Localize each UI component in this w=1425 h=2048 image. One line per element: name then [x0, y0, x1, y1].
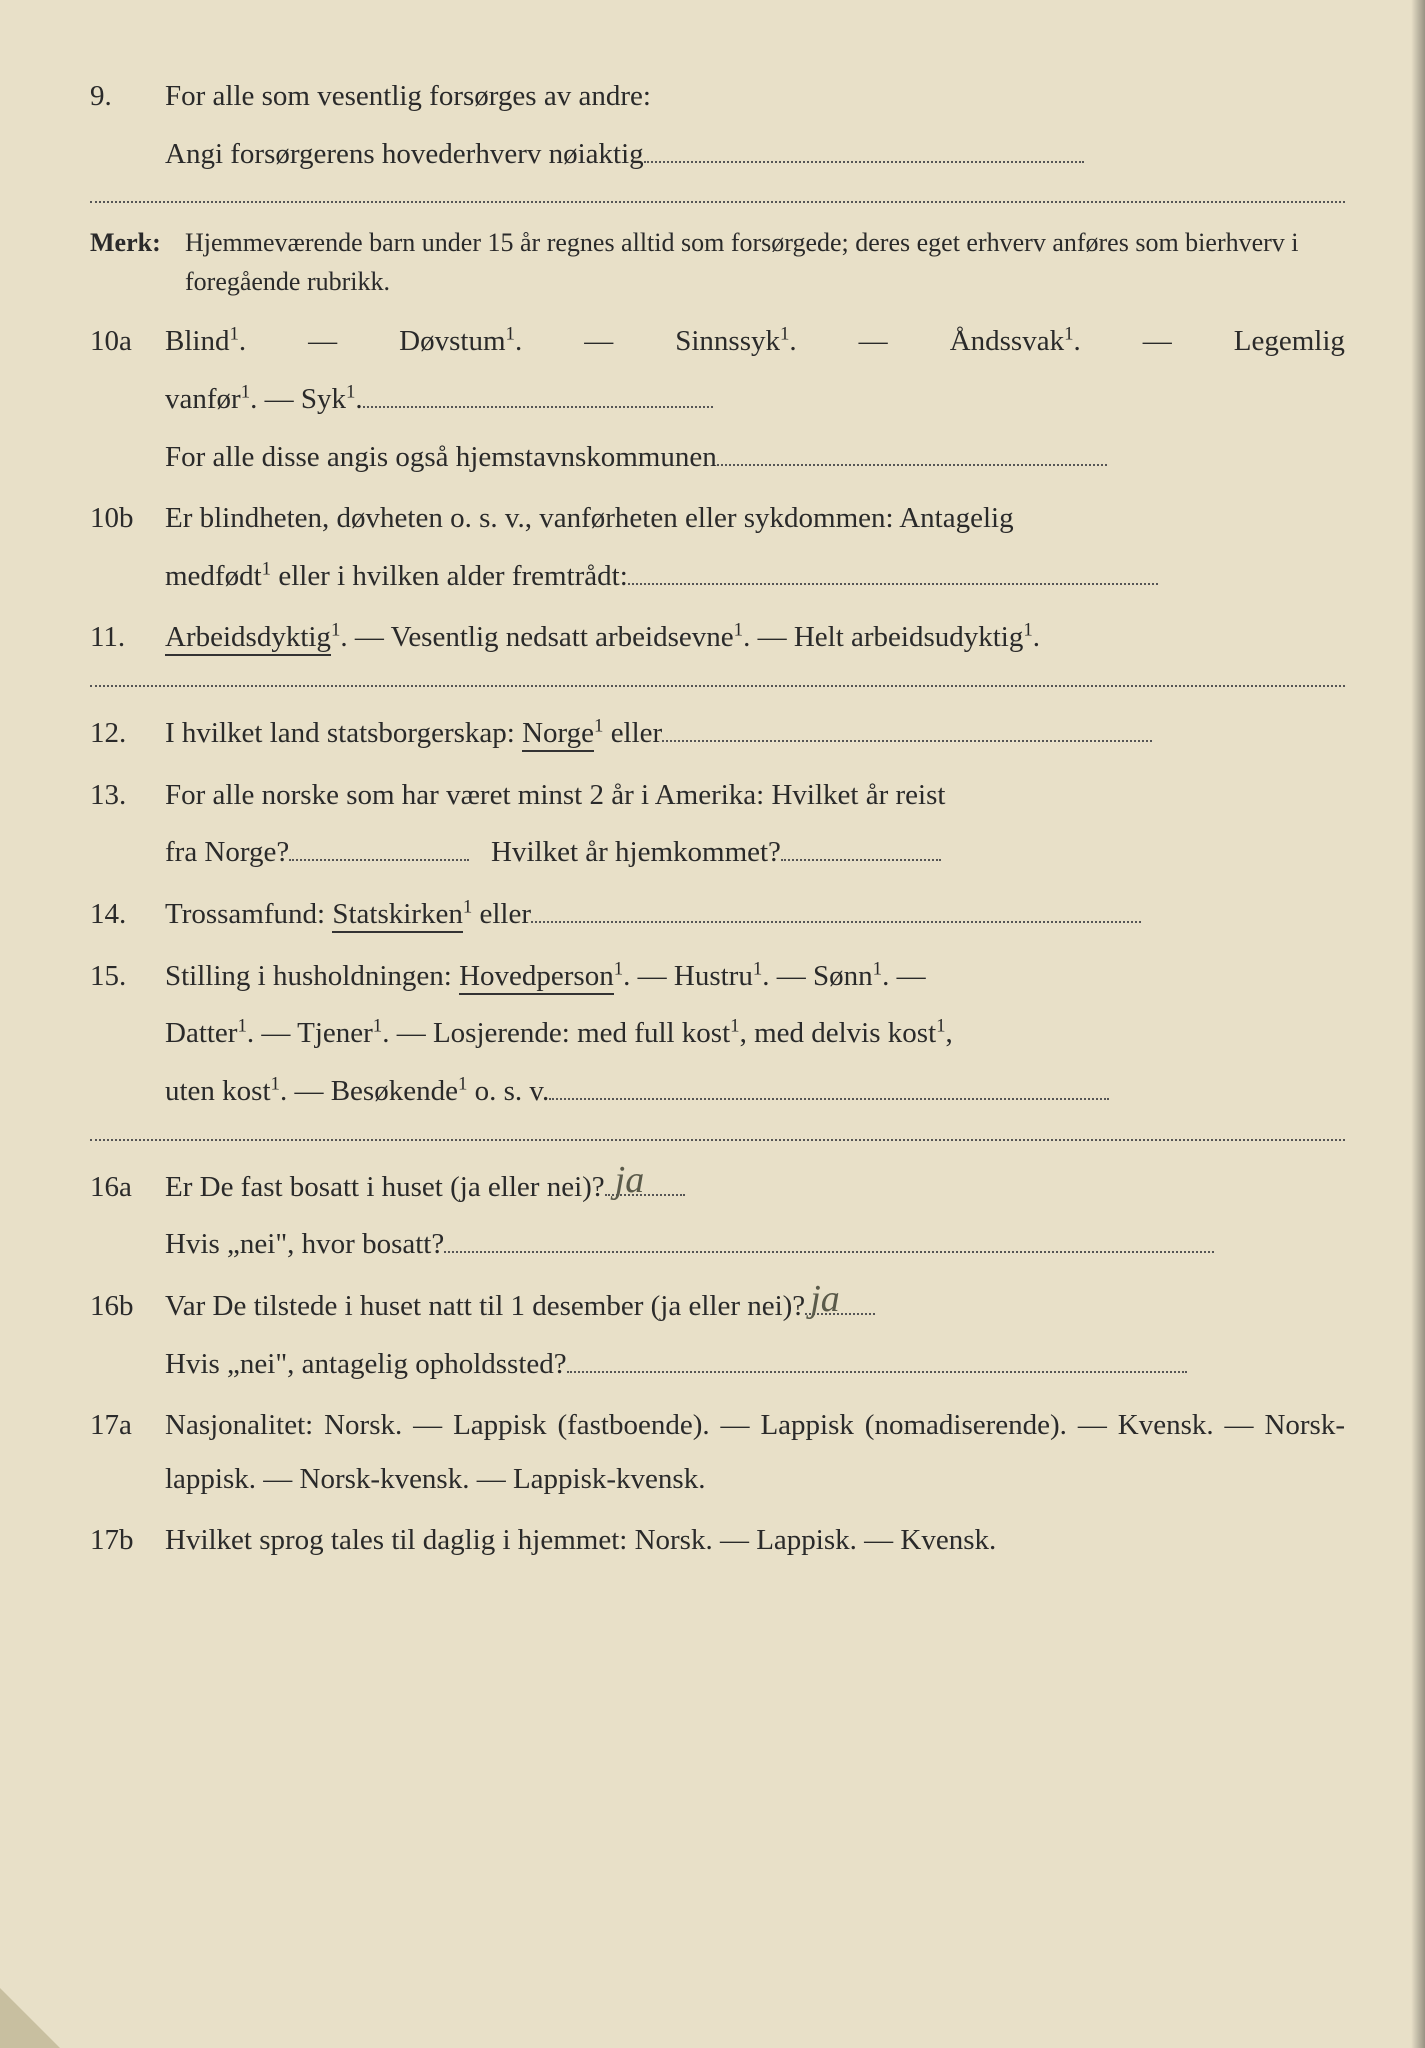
q15-number: 15. [90, 950, 165, 1119]
page-corner-fold [0, 1988, 60, 2048]
q17b-number: 17b [90, 1514, 165, 1568]
fill-line: ja [605, 1167, 685, 1196]
q13-line1: For alle norske som har været minst 2 år… [165, 769, 1345, 823]
q16a-answer: ja [615, 1145, 645, 1215]
question-13: 13. For alle norske som har været minst … [90, 769, 1345, 880]
q9-line1: For alle som vesentlig forsørges av andr… [165, 70, 1345, 124]
q15-datter: Datter [165, 1017, 237, 1049]
q16a-line2: Hvis „nei", hvor bosatt? [165, 1228, 444, 1260]
q10b-line2b: eller i hvilken alder fremtrådt: [271, 560, 628, 592]
q13-hjemkommet: Hvilket år hjemkommet? [491, 836, 781, 868]
merk-text: Hjemmeværende barn under 15 år regnes al… [185, 223, 1345, 301]
question-16b: 16b Var De tilstede i huset natt til 1 d… [90, 1280, 1345, 1391]
question-17a: 17a Nasjonalitet: Norsk. — Lappisk (fast… [90, 1399, 1345, 1506]
q17b-text: Hvilket sprog tales til daglig i hjemmet… [165, 1514, 1345, 1568]
q17a-text: Nasjonalitet: Norsk. — Lappisk (fastboen… [165, 1399, 1345, 1506]
q16b-number: 16b [90, 1280, 165, 1391]
q10b-number: 10b [90, 492, 165, 603]
q14-statskirken: Statskirken [332, 898, 463, 933]
q13-franorge: fra Norge? [165, 836, 289, 868]
fill-line [644, 134, 1084, 163]
q10a-sinnssyk: Sinnssyk [675, 325, 780, 357]
q9-number: 9. [90, 70, 165, 181]
q10b-medfodt: medfødt [165, 560, 262, 592]
q10a-syk: Syk [301, 383, 346, 415]
question-11: 11. Arbeidsdyktig1. — Vesentlig nedsatt … [90, 611, 1345, 665]
fill-line [289, 832, 469, 861]
q15-utenkost: uten kost [165, 1075, 271, 1107]
question-16a: 16a Er De fast bosatt i huset (ja eller … [90, 1161, 1345, 1272]
q16b-line1: Var De tilstede i huset natt til 1 desem… [165, 1290, 805, 1322]
q12-post: eller [603, 717, 662, 749]
q11-arbeidsdyktig: Arbeidsdyktig [165, 621, 331, 656]
q12-pre: I hvilket land statsborgerskap: [165, 717, 522, 749]
question-17b: 17b Hvilket sprog tales til daglig i hje… [90, 1514, 1345, 1568]
divider [90, 685, 1345, 687]
q15-pre: Stilling i husholdningen: [165, 960, 459, 992]
question-10b: 10b Er blindheten, døvheten o. s. v., va… [90, 492, 1345, 603]
q14-number: 14. [90, 888, 165, 942]
fill-line: ja [805, 1286, 875, 1315]
merk-note: Merk: Hjemmeværende barn under 15 år reg… [90, 223, 1345, 301]
q12-number: 12. [90, 707, 165, 761]
fill-line [781, 832, 941, 861]
question-15: 15. Stilling i husholdningen: Hovedperso… [90, 950, 1345, 1119]
q9-line2: Angi forsørgerens hovederhverv nøiaktig [165, 138, 644, 170]
q14-pre: Trossamfund: [165, 898, 332, 930]
q17a-number: 17a [90, 1399, 165, 1506]
census-form-page: 9. For alle som vesentlig forsørges av a… [90, 70, 1345, 1568]
q15-tjener: . — Tjener [247, 1017, 373, 1049]
fill-line [531, 894, 1141, 923]
q13-number: 13. [90, 769, 165, 880]
fill-line [717, 437, 1107, 466]
q15-osv: o. s. v. [467, 1075, 549, 1107]
q11-end: . — Helt arbeidsudyktig [743, 621, 1023, 653]
q16a-number: 16a [90, 1161, 165, 1272]
question-12: 12. I hvilket land statsborgerskap: Norg… [90, 707, 1345, 761]
q10a-vanfor: vanfør [165, 383, 241, 415]
q10a-number: 10a [90, 315, 165, 484]
q10a-legemlig: Legemlig [1234, 315, 1345, 369]
q16a-line1: Er De fast bosatt i huset (ja eller nei)… [165, 1171, 605, 1203]
q15-besokende: . — Besøkende [280, 1075, 458, 1107]
fill-line [662, 713, 1152, 742]
q10a-dovstum: Døvstum [399, 325, 505, 357]
merk-label: Merk: [90, 223, 185, 301]
q15-hustru: . — Hustru [623, 960, 753, 992]
question-14: 14. Trossamfund: Statskirken1 eller [90, 888, 1345, 942]
fill-line [628, 556, 1158, 585]
q16b-line2: Hvis „nei", antagelig opholdssted? [165, 1348, 567, 1380]
page-shadow [1411, 0, 1425, 2048]
question-9: 9. For alle som vesentlig forsørges av a… [90, 70, 1345, 181]
divider [90, 1139, 1345, 1141]
q14-post: eller [472, 898, 531, 930]
q11-number: 11. [90, 611, 165, 665]
q15-delviskost: , med delvis kost [740, 1017, 937, 1049]
question-10a: 10a Blind1. — Døvstum1. — Sinnssyk1. — Å… [90, 315, 1345, 484]
q10a-line3: For alle disse angis også hjemstavnskomm… [165, 441, 717, 473]
q10a-andssvak: Åndssvak [950, 325, 1064, 357]
q15-sonn: . — Sønn [762, 960, 872, 992]
q10a-blind: Blind [165, 325, 229, 357]
q15-fullkost: . — Losjerende: med full kost [382, 1017, 730, 1049]
fill-line [363, 379, 713, 408]
q15-hovedperson: Hovedperson [459, 960, 614, 995]
divider [90, 201, 1345, 203]
q12-norge: Norge [522, 717, 594, 752]
fill-line [549, 1071, 1109, 1100]
q10b-line1: Er blindheten, døvheten o. s. v., vanfør… [165, 492, 1345, 546]
fill-line [567, 1344, 1187, 1373]
q11-mid: . — Vesentlig nedsatt arbeidsevne [340, 621, 733, 653]
q16b-answer: ja [810, 1264, 840, 1334]
fill-line [444, 1224, 1214, 1253]
